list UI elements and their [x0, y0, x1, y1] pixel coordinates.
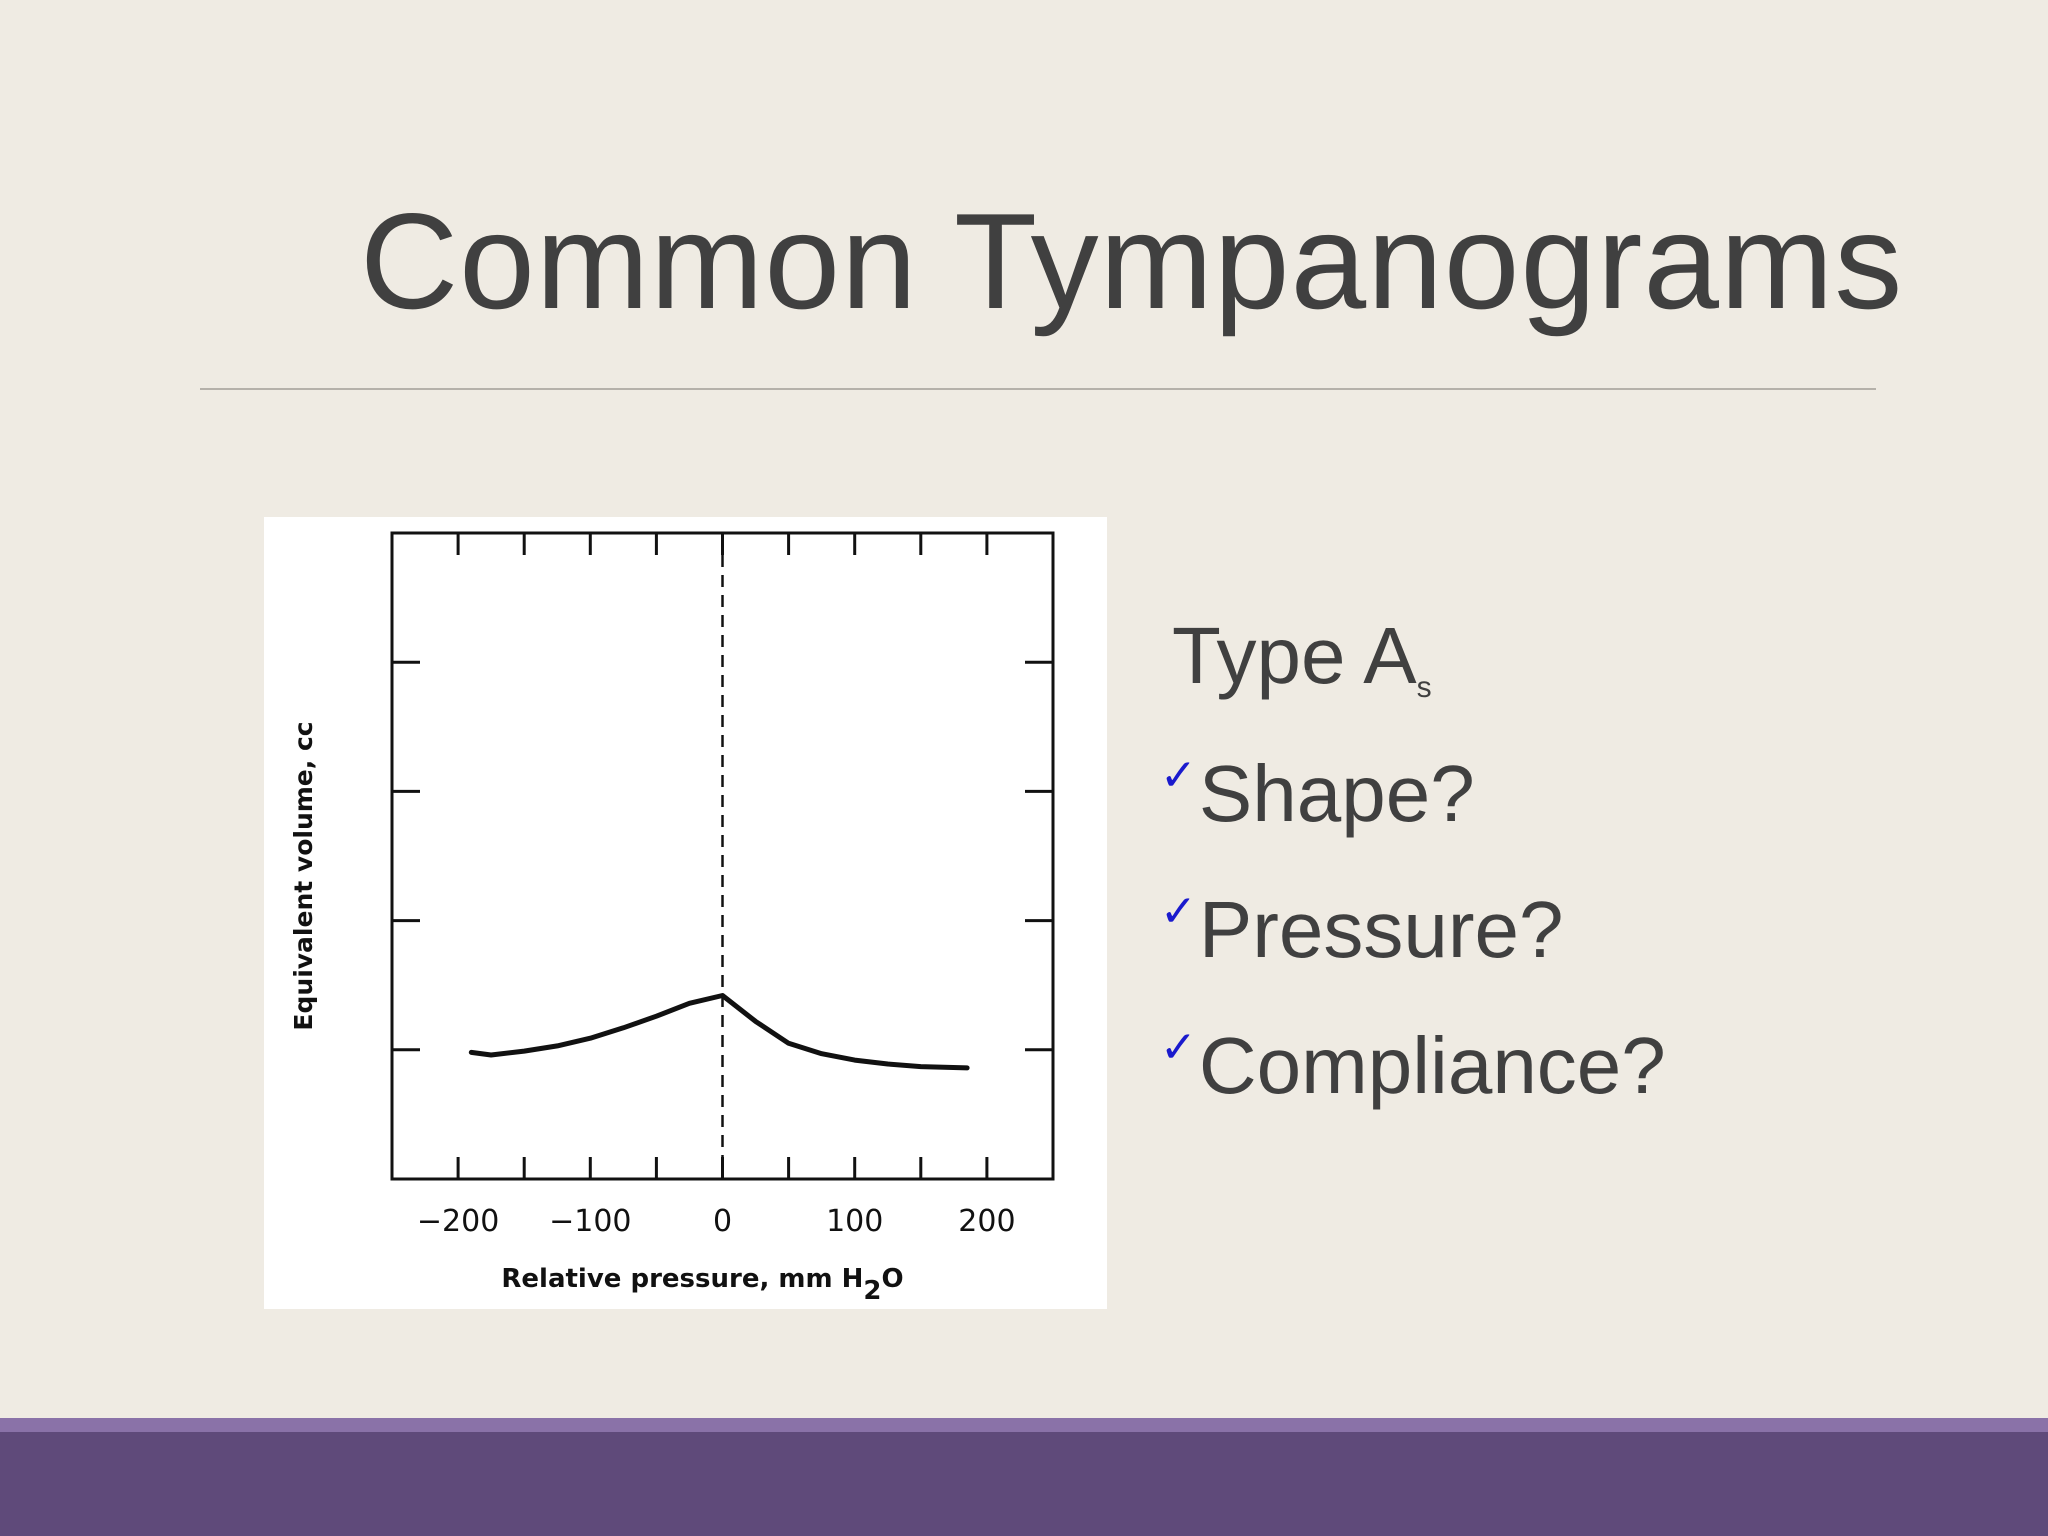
type-label: Type A: [1172, 611, 1417, 700]
check-icon: ✓: [1160, 1022, 1197, 1073]
x-tick-label: −100: [549, 1204, 631, 1239]
footer-highlight: [0, 1418, 2048, 1432]
list-item-text: Compliance?: [1198, 1021, 1666, 1110]
tympanogram-svg: −200 −100 0 100 200 Relative pressure, mm H2O…: [289, 531, 1055, 1306]
x-tick-label: 200: [958, 1204, 1015, 1239]
check-icon: ✓: [1160, 750, 1197, 801]
tympanogram-curve: [468, 993, 970, 1071]
x-axis-label-suffix: O: [881, 1264, 903, 1294]
x-tick-label: 0: [713, 1204, 732, 1239]
y-axis-label: Equivalent volume, cc: [289, 721, 318, 1030]
x-axis-label-main: Relative pressure, mm H: [501, 1264, 863, 1294]
x-tick-label: −200: [417, 1204, 499, 1239]
tympanogram-chart: −200 −100 0 100 200 Relative pressure, mm H2O…: [264, 517, 1107, 1309]
x-axis-label: Relative pressure, mm H2O: [501, 1264, 903, 1306]
x-tick-label: 100: [826, 1204, 883, 1239]
type-heading: Type As: [1172, 608, 1432, 736]
list-item-text: Shape?: [1198, 749, 1475, 838]
footer-band: [0, 1418, 2048, 1536]
title-divider: [200, 388, 1876, 390]
list-item: ✓ Shape?: [1160, 746, 1666, 882]
list-item: ✓ Compliance?: [1160, 1018, 1666, 1154]
check-icon: ✓: [1160, 886, 1197, 937]
list-item-text: Pressure?: [1198, 885, 1564, 974]
type-subscript: s: [1416, 671, 1432, 704]
list-item: ✓ Pressure?: [1160, 882, 1666, 1018]
x-axis-label-subscript: 2: [863, 1276, 881, 1306]
question-list: ✓ Shape? ✓ Pressure? ✓ Compliance?: [1160, 746, 1666, 1154]
slide-title: Common Tympanograms: [360, 185, 1904, 337]
